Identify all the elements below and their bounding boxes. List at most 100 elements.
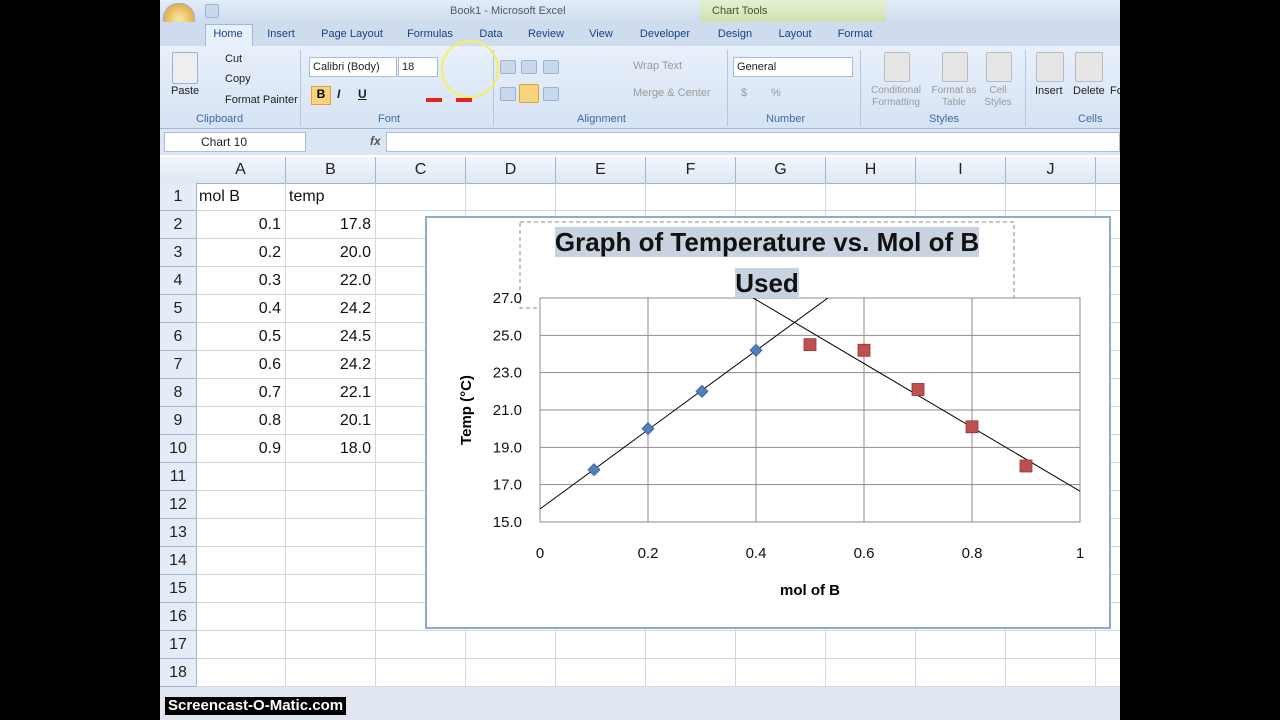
- format-cells-button[interactable]: Fo: [1110, 85, 1120, 97]
- copy-button[interactable]: Copy: [225, 73, 251, 85]
- chart-title[interactable]: Graph of Temperature vs. Mol of B Used: [520, 222, 1014, 304]
- x-tick-label: 0.2: [638, 545, 659, 562]
- paste-button[interactable]: Paste: [171, 85, 200, 97]
- cut-button[interactable]: Cut: [225, 53, 243, 65]
- ribbon-tab[interactable]: Layout: [778, 28, 812, 40]
- column-header: J: [1006, 157, 1096, 183]
- row-header: 16: [160, 603, 196, 631]
- ribbon-tab[interactable]: View: [589, 28, 613, 40]
- fill-color-swatch[interactable]: [426, 98, 442, 102]
- styles-icon[interactable]: [884, 52, 910, 82]
- italic-button[interactable]: I: [337, 87, 341, 101]
- trendline: [752, 298, 1080, 492]
- styles-icon[interactable]: [942, 52, 968, 82]
- cell: 0.5: [258, 328, 281, 345]
- align-icon[interactable]: [500, 60, 516, 74]
- column-header: H: [826, 157, 916, 183]
- trendline: [540, 298, 829, 510]
- ribbon-tab[interactable]: Design: [717, 28, 753, 40]
- data-point: [965, 420, 979, 434]
- cell: 22.0: [339, 272, 371, 289]
- cell: 24.2: [339, 300, 371, 317]
- format-as-table-button[interactable]: Format as Table: [931, 85, 977, 108]
- cell: 0.8: [258, 412, 281, 429]
- group-separator: [493, 50, 494, 126]
- insert-cells-button[interactable]: Insert: [1035, 85, 1063, 97]
- row-header: 4: [160, 267, 196, 295]
- formula-input[interactable]: [386, 132, 1120, 152]
- data-point: [857, 343, 871, 357]
- align-icon[interactable]: [543, 60, 559, 74]
- cell: 0.9: [258, 440, 281, 457]
- y-tick-label: 19.0: [493, 439, 522, 456]
- cell: 22.1: [339, 384, 371, 401]
- x-tick-label: 1: [1076, 545, 1084, 562]
- font-name-box[interactable]: Calibri (Body): [309, 57, 397, 77]
- underline-button[interactable]: U: [358, 87, 367, 101]
- group-label: Alignment: [577, 113, 626, 125]
- font-size-box[interactable]: 18: [398, 57, 438, 77]
- group-label: Font: [378, 113, 401, 125]
- y-tick-label: 27.0: [493, 290, 522, 307]
- x-axis-title: mol of B: [780, 582, 840, 599]
- data-point: [1019, 459, 1033, 473]
- data-point: [641, 422, 655, 436]
- cells-icon[interactable]: [1036, 52, 1064, 82]
- ribbon-tab[interactable]: Insert: [267, 28, 295, 40]
- save-icon[interactable]: [205, 4, 219, 18]
- ribbon-tab[interactable]: Review: [527, 28, 565, 40]
- row-header: 9: [160, 407, 196, 435]
- group-separator: [300, 50, 301, 126]
- align-icon[interactable]: [500, 87, 516, 101]
- name-box[interactable]: Chart 10: [164, 132, 306, 152]
- plot: 15.0 17.0 19.0 21.0 23.0 25.0 27.0 0 0.2 0.4 0.6 0.…: [493, 290, 1084, 562]
- row-header: 12: [160, 491, 196, 519]
- ribbon-tab[interactable]: Page Layout: [321, 28, 383, 40]
- cells-icon[interactable]: [1075, 52, 1103, 82]
- group-label: Cells: [1078, 113, 1103, 125]
- format-painter-button[interactable]: Format Painter: [225, 94, 298, 106]
- percent-button[interactable]: %: [771, 87, 781, 99]
- y-tick-label: 17.0: [493, 477, 522, 494]
- cell: mol B: [199, 188, 240, 205]
- row-header: 14: [160, 547, 196, 575]
- currency-button[interactable]: $: [741, 87, 748, 99]
- ribbon-tab[interactable]: Home: [213, 28, 243, 40]
- cell: 17.8: [339, 216, 371, 233]
- merge-center-button[interactable]: Merge & Center: [633, 87, 711, 99]
- paste-icon[interactable]: [172, 52, 198, 84]
- data-point: [803, 338, 817, 352]
- conditional-formatting-button[interactable]: Conditional Formatting: [870, 85, 922, 108]
- cell: 20.0: [339, 244, 371, 261]
- row-header: 2: [160, 211, 196, 239]
- cell-styles-button[interactable]: Cell Styles: [984, 85, 1012, 108]
- group-separator: [860, 50, 861, 126]
- delete-cells-button[interactable]: Delete: [1073, 85, 1105, 97]
- align-icon[interactable]: [543, 87, 559, 101]
- ribbon-tab[interactable]: Data: [479, 28, 503, 40]
- ribbon-tab[interactable]: Format: [837, 28, 873, 40]
- group-separator: [1025, 50, 1026, 126]
- cell: 0.7: [258, 384, 281, 401]
- styles-icon[interactable]: [986, 52, 1012, 82]
- group-label: Clipboard: [196, 113, 244, 125]
- column-header: A: [196, 157, 286, 183]
- row-header: 7: [160, 351, 196, 379]
- align-center-icon[interactable]: [519, 84, 539, 103]
- wrap-text-button[interactable]: Wrap Text: [633, 60, 683, 72]
- align-icon[interactable]: [521, 60, 537, 74]
- y-tick-label: 21.0: [493, 402, 522, 419]
- font-color-swatch[interactable]: [456, 98, 472, 102]
- function-icon[interactable]: fx: [370, 134, 381, 148]
- selected-tab-bg: [205, 24, 253, 47]
- context-tab-band: [700, 0, 886, 22]
- column-header: I: [916, 157, 1006, 183]
- number-format-box[interactable]: General: [733, 57, 853, 77]
- ribbon-tab[interactable]: Formulas: [407, 28, 453, 40]
- ribbon-tab[interactable]: Developer: [639, 28, 691, 40]
- row-header: 5: [160, 295, 196, 323]
- column-header: F: [646, 157, 736, 183]
- cell: 24.5: [339, 328, 371, 345]
- cell: 0.3: [258, 272, 281, 289]
- bold-button[interactable]: B: [311, 86, 331, 105]
